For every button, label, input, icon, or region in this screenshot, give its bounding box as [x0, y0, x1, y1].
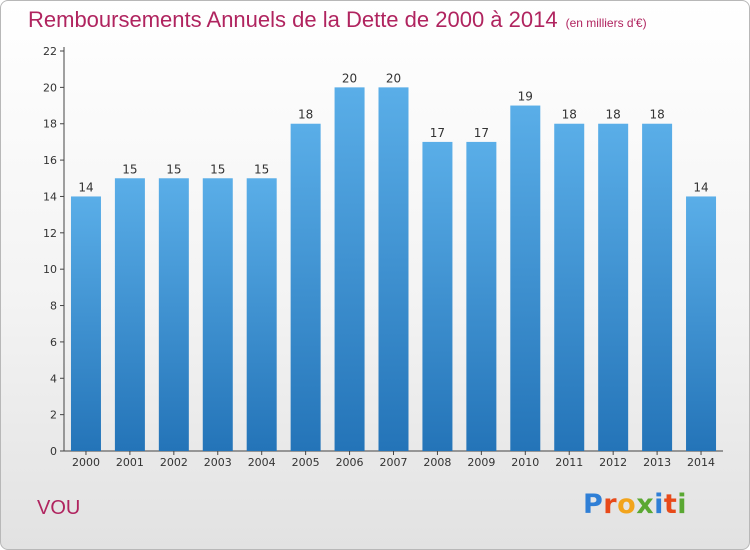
x-tick-label: 2003	[204, 456, 232, 469]
x-tick-label: 2013	[643, 456, 671, 469]
bar-2008	[422, 141, 453, 451]
data-label: 14	[693, 180, 708, 194]
data-label: 15	[210, 162, 225, 176]
data-label: 15	[254, 162, 269, 176]
bar-2005	[290, 123, 321, 452]
x-tick-label: 2011	[555, 456, 583, 469]
y-tick-label: 12	[43, 227, 57, 240]
x-tick-label: 2010	[511, 456, 539, 469]
x-tick-label: 2014	[687, 456, 715, 469]
logo-letter: t	[663, 489, 678, 520]
y-tick-label: 18	[43, 118, 57, 131]
data-label: 18	[649, 108, 664, 122]
bar-2004	[246, 178, 277, 452]
data-label: 18	[606, 108, 621, 122]
bar-2011	[554, 123, 585, 452]
x-tick-label: 2006	[336, 456, 364, 469]
x-tick-label: 2004	[248, 456, 276, 469]
data-label: 17	[474, 126, 489, 140]
bar-2000	[70, 196, 101, 451]
logo-letter: P	[583, 489, 604, 520]
x-tick-label: 2009	[467, 456, 495, 469]
y-tick-label: 4	[50, 372, 57, 385]
y-tick-label: 8	[50, 300, 57, 313]
bar-chart: 0 2 4 6 8 10 12 14 16 18 20 22 14 15 15 15 15 18 20 20 17 17…	[43, 45, 723, 469]
y-tick-label: 10	[43, 263, 57, 276]
bar-2012	[598, 123, 629, 452]
logo-letter: r	[603, 489, 618, 520]
y-tick-label: 22	[43, 45, 57, 58]
data-label: 15	[122, 162, 137, 176]
chart-subtitle: (en milliers d'€)	[565, 16, 647, 30]
bar-2006	[334, 87, 365, 451]
logo-letter: o	[617, 489, 637, 520]
x-tick-label: 2007	[380, 456, 408, 469]
data-label: 17	[430, 126, 445, 140]
data-label: 20	[342, 71, 357, 85]
title-text: Remboursements Annuels de la Dette de 20…	[28, 7, 558, 32]
logo-letter: i	[677, 489, 688, 520]
bar-2009	[466, 141, 497, 451]
bar-2003	[202, 178, 233, 452]
x-tick-label: 2000	[72, 456, 100, 469]
x-tick-label: 2002	[160, 456, 188, 469]
bar-2001	[114, 178, 145, 452]
logo-letter: x	[636, 489, 655, 520]
y-tick-label: 6	[50, 336, 57, 349]
data-label: 15	[166, 162, 181, 176]
y-tick-label: 16	[43, 154, 57, 167]
x-tick-label: 2008	[423, 456, 451, 469]
bar-2002	[158, 178, 189, 452]
bar-2013	[642, 123, 673, 452]
y-tick-label: 0	[50, 445, 57, 458]
bar-2010	[510, 105, 541, 451]
data-label: 20	[386, 71, 401, 85]
y-tick-label: 2	[50, 409, 57, 422]
x-tick-label: 2012	[599, 456, 627, 469]
bar-2007	[378, 87, 409, 451]
data-label: 19	[518, 90, 533, 104]
bar-2014	[686, 196, 717, 451]
data-label: 18	[562, 108, 577, 122]
proxiti-logo: Proxiti	[583, 489, 687, 520]
logo-letter: i	[654, 489, 664, 520]
x-tick-label: 2005	[292, 456, 320, 469]
chart-title: Remboursements Annuels de la Dette de 20…	[28, 7, 647, 33]
y-tick-label: 14	[43, 190, 57, 203]
data-label: 18	[298, 108, 313, 122]
y-tick-label: 20	[43, 81, 57, 94]
x-tick-label: 2001	[116, 456, 144, 469]
data-label: 14	[78, 180, 93, 194]
location-label: VOU	[37, 497, 81, 519]
